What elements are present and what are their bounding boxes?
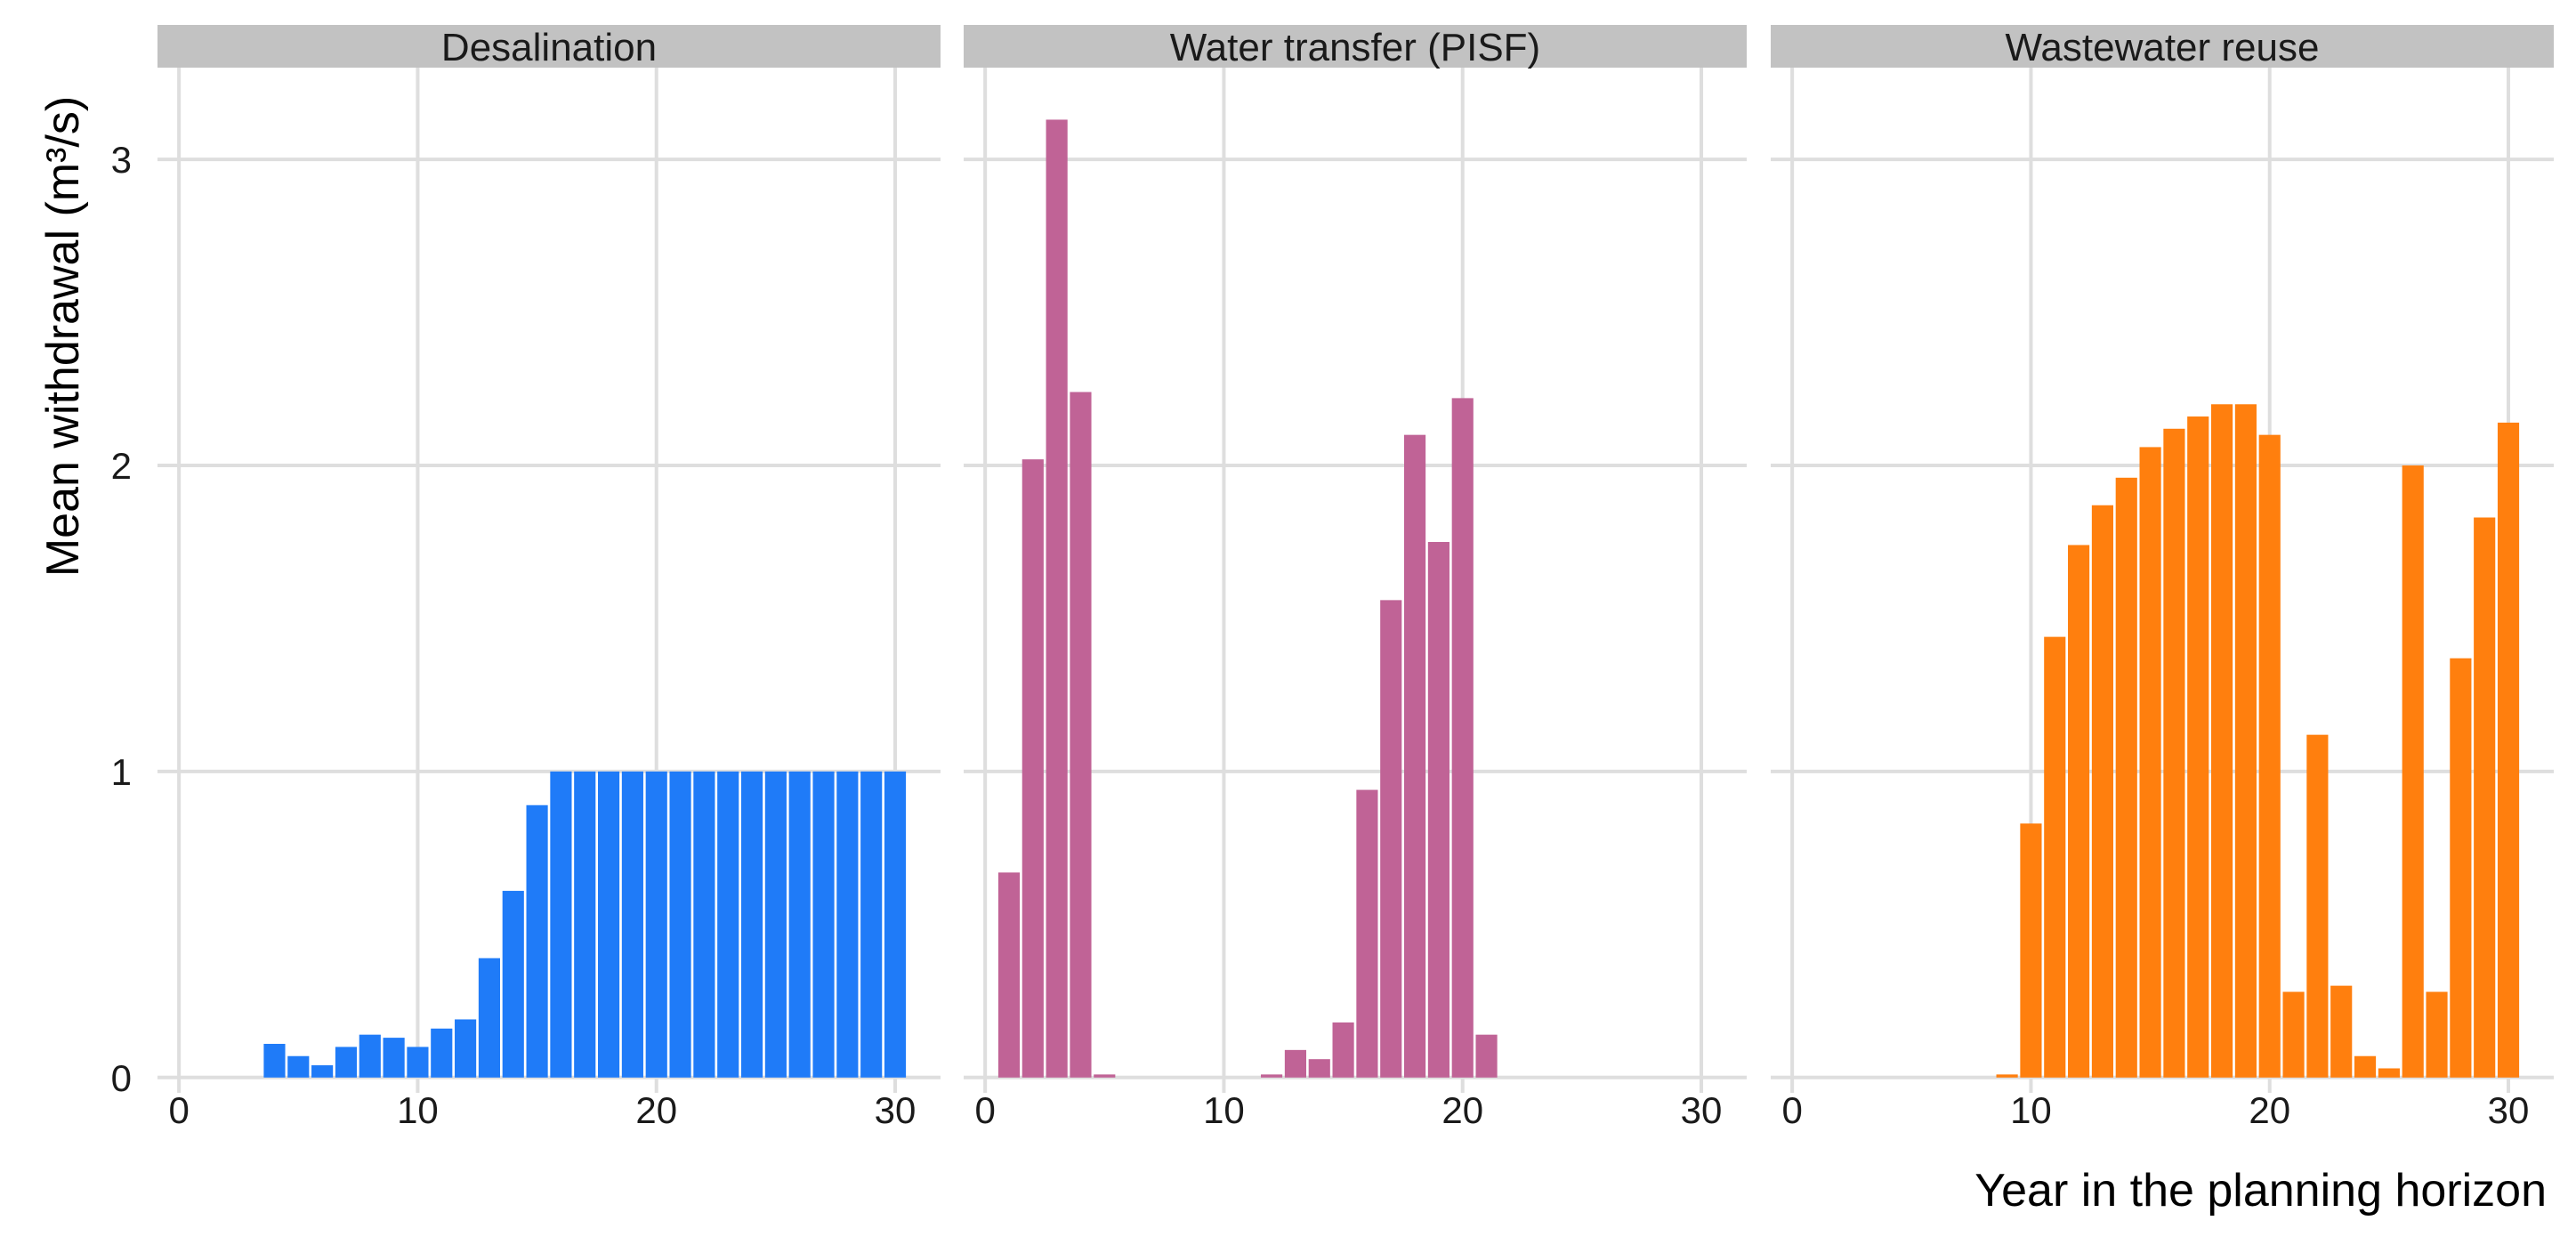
bar xyxy=(2091,505,2113,1078)
panel-1: Water transfer (PISF) 0 10 20 30 xyxy=(964,25,1747,1131)
bar xyxy=(997,872,1021,1078)
bar xyxy=(2044,636,2066,1078)
bar xyxy=(2474,517,2496,1078)
bar xyxy=(1356,789,1378,1078)
bar xyxy=(2402,465,2424,1078)
x-tick-label: 0 xyxy=(974,1089,995,1131)
panel-title: Desalination xyxy=(441,26,657,69)
panel-0: Desalination 0 10 20 30 xyxy=(157,25,941,1131)
y-tick-label: 0 xyxy=(111,1057,132,1099)
bar xyxy=(2497,422,2520,1078)
bar xyxy=(598,771,620,1078)
bar xyxy=(1046,119,1068,1078)
x-tick-label: 0 xyxy=(1781,1089,1802,1131)
bar xyxy=(860,771,883,1078)
bar xyxy=(2426,991,2448,1078)
bar xyxy=(764,771,787,1078)
bar xyxy=(1261,1074,1283,1078)
bar xyxy=(359,1034,381,1078)
bar xyxy=(2330,985,2353,1078)
bar xyxy=(455,1019,477,1078)
bar xyxy=(2068,545,2090,1078)
bar xyxy=(407,1047,429,1078)
bar xyxy=(335,1047,358,1078)
bar xyxy=(478,958,500,1078)
bar xyxy=(2139,447,2161,1078)
bar xyxy=(2211,404,2233,1078)
bar xyxy=(645,771,667,1078)
panel-2: Wastewater reuse 0 10 20 30 xyxy=(1771,25,2554,1131)
x-tick-label: 10 xyxy=(2010,1089,2052,1131)
bar xyxy=(431,1028,453,1078)
bar xyxy=(621,771,643,1078)
bar xyxy=(2163,428,2185,1078)
bar xyxy=(2378,1068,2400,1078)
bar xyxy=(550,771,572,1078)
bar xyxy=(526,804,548,1078)
bar xyxy=(1284,1049,1306,1078)
y-tick-label: 1 xyxy=(111,751,132,793)
bar xyxy=(383,1038,405,1078)
bar xyxy=(1308,1059,1330,1078)
y-axis-title: Mean withdrawal (m³/s) xyxy=(37,96,89,577)
bar xyxy=(812,771,835,1078)
bar xyxy=(1996,1074,2018,1078)
bar xyxy=(311,1065,334,1078)
bar xyxy=(1332,1022,1354,1078)
bar xyxy=(1380,600,1402,1078)
x-tick-label: 30 xyxy=(1681,1089,1723,1131)
x-tick-label: 30 xyxy=(875,1089,917,1131)
bar xyxy=(574,771,596,1078)
bar xyxy=(1404,434,1426,1078)
bar xyxy=(263,1043,286,1078)
x-tick-label: 30 xyxy=(2488,1089,2530,1131)
y-tick-label: 2 xyxy=(111,445,132,487)
bar xyxy=(287,1055,310,1078)
bar xyxy=(740,771,763,1078)
bar xyxy=(2282,991,2305,1078)
bar xyxy=(717,771,739,1078)
bar xyxy=(693,771,715,1078)
bar xyxy=(2234,404,2257,1078)
bar xyxy=(2187,416,2209,1078)
bar xyxy=(669,771,691,1078)
bar xyxy=(2020,823,2042,1078)
x-tick-label: 20 xyxy=(635,1089,677,1131)
bar xyxy=(884,771,907,1078)
bar xyxy=(1475,1034,1498,1078)
x-tick-label: 10 xyxy=(397,1089,439,1131)
bar xyxy=(2115,477,2137,1078)
panel-strip xyxy=(1771,25,2554,68)
panel-strip xyxy=(964,25,1747,68)
panel-title: Wastewater reuse xyxy=(2006,26,2320,69)
bar xyxy=(1427,542,1450,1078)
panel-title: Water transfer (PISF) xyxy=(1170,26,1540,69)
x-tick-label: 10 xyxy=(1203,1089,1245,1131)
bar xyxy=(1094,1074,1116,1078)
bar xyxy=(2306,734,2329,1078)
x-tick-label: 0 xyxy=(168,1089,189,1131)
bar xyxy=(1022,459,1044,1078)
y-tick-label: 3 xyxy=(111,139,132,181)
panel-strip xyxy=(157,25,941,68)
bar xyxy=(836,771,859,1078)
bar xyxy=(2258,434,2281,1078)
bar xyxy=(502,891,524,1078)
x-tick-label: 20 xyxy=(2249,1089,2290,1131)
bar xyxy=(1070,392,1092,1078)
bar xyxy=(2450,658,2472,1078)
x-tick-label: 20 xyxy=(1441,1089,1483,1131)
bar xyxy=(788,771,811,1078)
bar xyxy=(2354,1055,2377,1078)
x-axis-title: Year in the planning horizon xyxy=(1974,1165,2547,1217)
bar xyxy=(1451,398,1474,1078)
